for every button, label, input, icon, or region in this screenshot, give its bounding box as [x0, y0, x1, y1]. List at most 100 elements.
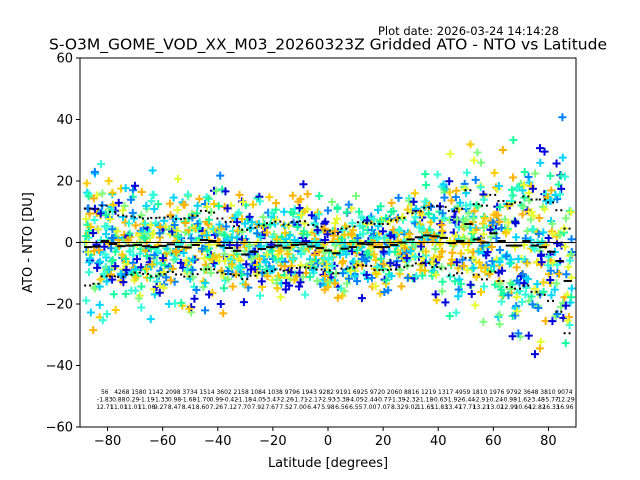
- scatter-point: [546, 275, 555, 284]
- scatter-point: [565, 256, 574, 265]
- scatter-point: [215, 220, 224, 229]
- scatter-point: [472, 201, 481, 210]
- scatter-point: [540, 205, 549, 214]
- scatter-point: [471, 175, 480, 184]
- bin-stat-label: 6.56: [335, 404, 349, 411]
- scatter-point: [431, 244, 440, 253]
- bin-stat-label: 8.60: [196, 404, 210, 411]
- scatter-point: [518, 186, 527, 195]
- bin-stat-label: 5.98: [321, 404, 335, 411]
- bin-stat-label: -2.17: [306, 397, 322, 404]
- scatter-point: [89, 326, 98, 335]
- scatter-point: [281, 228, 290, 237]
- bin-stat-label: 13.21: [473, 404, 490, 411]
- scatter-point: [549, 258, 558, 267]
- scatter-point: [108, 256, 117, 265]
- scatter-point: [367, 273, 376, 282]
- scatter-point: [256, 232, 265, 241]
- scatter-point: [108, 188, 117, 197]
- scatter-point: [256, 291, 265, 300]
- scatter-point: [473, 148, 482, 157]
- scatter-point: [338, 269, 347, 278]
- scatter-point: [530, 284, 539, 293]
- scatter-point: [430, 231, 439, 240]
- bin-stat-label: 0.99: [210, 397, 224, 404]
- scatter-point: [149, 190, 158, 199]
- scatter-point: [113, 227, 122, 236]
- scatter-point: [105, 265, 114, 274]
- bin-stat-label: 11.65: [417, 404, 434, 411]
- scatter-point: [456, 249, 465, 258]
- scatter-point: [460, 185, 469, 194]
- scatter-point: [359, 229, 368, 238]
- scatter-point: [438, 226, 447, 235]
- scatter-point: [102, 211, 111, 220]
- scatter-point: [525, 196, 534, 205]
- scatter-point: [132, 255, 141, 264]
- scatter-point: [155, 288, 164, 297]
- scatter-point: [160, 261, 169, 270]
- scatter-point: [220, 230, 229, 239]
- scatter-point: [220, 250, 229, 259]
- scatter-point: [118, 206, 127, 215]
- scatter-point: [446, 272, 455, 281]
- scatter-point: [223, 267, 232, 276]
- scatter-point: [241, 280, 250, 289]
- x-tick-label: −20: [259, 434, 286, 449]
- scatter-point: [169, 193, 178, 202]
- bin-stat-label: 9282: [319, 389, 334, 396]
- scatter-point: [290, 275, 299, 284]
- scatter-point: [480, 282, 489, 291]
- scatter-point: [552, 159, 561, 168]
- scatter-point: [353, 246, 362, 255]
- scatter-point: [108, 275, 117, 284]
- scatter-point: [495, 258, 504, 267]
- scatter-point: [387, 271, 396, 280]
- scatter-point: [216, 171, 225, 180]
- bin-stat-label: 11.06: [138, 404, 155, 411]
- scatter-point: [104, 177, 113, 186]
- scatter-point: [148, 166, 157, 175]
- scatter-point: [96, 275, 105, 284]
- scatter-point: [531, 169, 540, 178]
- bin-stat-label: 6.47: [307, 404, 321, 411]
- scatter-point: [82, 179, 91, 188]
- scatter-point: [353, 277, 362, 286]
- scatter-point: [179, 200, 188, 209]
- scatter-point: [567, 235, 576, 244]
- scatter-point: [565, 320, 574, 329]
- x-tick-label: −40: [204, 434, 231, 449]
- scatter-point: [119, 278, 128, 287]
- scatter-point: [234, 208, 243, 217]
- scatter-point: [124, 236, 133, 245]
- scatter-point: [289, 255, 298, 264]
- scatter-point: [452, 258, 461, 267]
- bin-stat-label: -2.32: [404, 397, 420, 404]
- scatter-point: [445, 188, 454, 197]
- scatter-point: [511, 217, 520, 226]
- scatter-point: [142, 201, 151, 210]
- scatter-point: [372, 269, 381, 278]
- bin-stat-label: -1.33: [153, 397, 169, 404]
- scatter-point: [495, 310, 504, 319]
- scatter-point: [528, 300, 537, 309]
- scatter-point: [495, 279, 504, 288]
- bin-stat-label: 3648: [523, 389, 538, 396]
- scatter-point: [320, 285, 329, 294]
- scatter-point: [363, 216, 372, 225]
- scatter-point: [522, 283, 531, 292]
- scatter-point: [298, 273, 307, 282]
- scatter-point: [129, 214, 138, 223]
- scatter-point: [323, 206, 332, 215]
- scatter-point: [479, 230, 488, 239]
- scatter-point: [518, 210, 527, 219]
- scatter-point: [102, 310, 111, 319]
- scatter-point: [369, 215, 378, 224]
- scatter-point: [148, 260, 157, 269]
- scatter-point: [84, 226, 93, 235]
- bin-stat-label: 7.70: [238, 404, 252, 411]
- scatter-point: [107, 257, 116, 266]
- scatter-point: [315, 191, 324, 200]
- scatter-point: [319, 275, 328, 284]
- y-axis-label: ATO - NTO [DU]: [21, 192, 36, 293]
